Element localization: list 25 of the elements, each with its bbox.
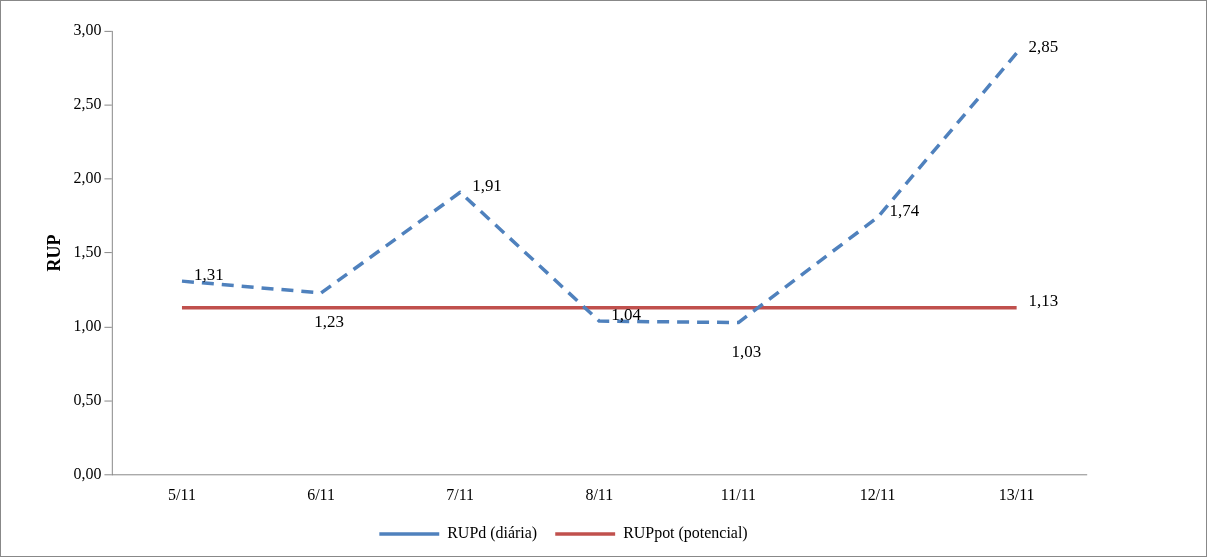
data-label: 1,03 [731, 341, 762, 361]
y-axis-title: RUP [44, 234, 65, 272]
data-label: 1,23 [314, 312, 344, 332]
data-label: 2,85 [1028, 36, 1059, 56]
x-tick-label: 8/11 [585, 485, 614, 503]
y-tick-label: 1,50 [73, 243, 102, 261]
x-tick-label: 11/11 [720, 485, 757, 503]
y-tick-label: 0,50 [73, 391, 102, 409]
y-tick-label: 3,00 [73, 21, 102, 39]
y-tick-label: 2,00 [73, 169, 102, 187]
x-tick-label: 12/11 [859, 485, 896, 503]
data-label: 1,04 [611, 304, 642, 324]
data-label: 1,91 [472, 175, 502, 195]
y-tick-label: 0,00 [73, 465, 102, 483]
legend-label: RUPpot (potencial) [623, 524, 748, 543]
legend-label: RUPd (diária) [447, 524, 538, 543]
y-tick-label: 2,50 [73, 95, 102, 113]
x-tick-label: 13/11 [998, 485, 1035, 503]
data-label: 1,31 [193, 264, 224, 284]
x-tick-label: 5/11 [168, 485, 196, 503]
y-tick-label: 1,00 [73, 317, 102, 335]
x-tick-label: 7/11 [446, 485, 475, 503]
data-label: 1,74 [889, 200, 920, 220]
data-label: 1,13 [1028, 291, 1059, 311]
x-tick-label: 6/11 [307, 485, 335, 503]
